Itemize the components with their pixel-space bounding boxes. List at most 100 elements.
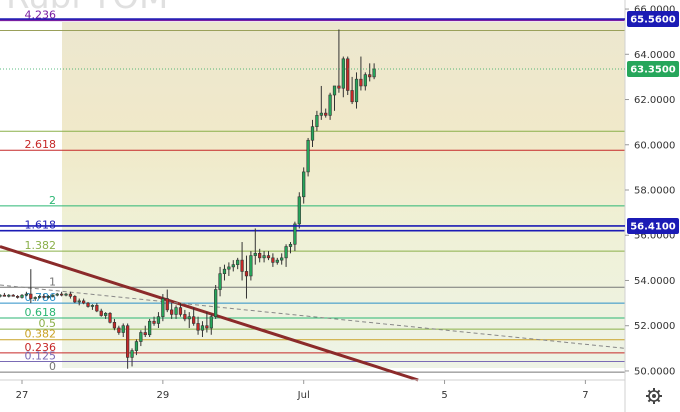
watermark: Rubl TOM — [6, 0, 168, 17]
candle — [227, 262, 231, 276]
candle-body — [231, 264, 235, 268]
candle-body — [271, 257, 275, 263]
candle-body — [297, 196, 301, 225]
candle — [222, 264, 227, 281]
price-badge — [627, 217, 679, 234]
candle — [73, 295, 77, 304]
candle-body — [33, 297, 37, 299]
candle-body — [174, 307, 178, 315]
candle-body — [302, 171, 306, 198]
candle — [288, 242, 293, 254]
candle — [332, 85, 337, 111]
candle-body — [354, 78, 359, 103]
candle-body — [205, 325, 209, 329]
candle-body — [319, 112, 323, 116]
candle — [130, 348, 134, 367]
candle-body — [236, 259, 240, 265]
candle — [99, 308, 103, 317]
candle — [178, 303, 183, 317]
candle — [297, 192, 301, 229]
candle — [187, 312, 191, 328]
candle — [372, 63, 376, 80]
candle — [46, 295, 51, 299]
candle — [7, 294, 11, 298]
candle-body — [46, 296, 51, 298]
candle — [262, 251, 266, 263]
candle — [170, 303, 174, 319]
candle-body — [363, 74, 367, 87]
candle-body — [262, 255, 266, 259]
candle-body — [90, 305, 95, 307]
candle — [0, 294, 2, 298]
candle-body — [99, 310, 103, 316]
time-tick-label: 7 — [582, 390, 588, 401]
price-tick-label: 58.0000 — [634, 186, 675, 197]
candle-body — [51, 294, 55, 297]
candle — [82, 298, 86, 305]
candle-body — [104, 312, 108, 316]
candle-body — [288, 243, 293, 247]
candle-body — [266, 255, 271, 259]
candle-body — [152, 320, 156, 324]
candle-body — [59, 293, 64, 296]
candle-body — [121, 325, 125, 333]
candle-body — [227, 266, 231, 270]
candle-body — [0, 294, 2, 297]
candle — [51, 294, 55, 298]
candle — [77, 298, 81, 306]
candle — [126, 323, 130, 369]
fib-levels: 4.2362.61821.6181.38210.7860.6180.50.382… — [0, 8, 625, 373]
fib-level-label: 1 — [49, 275, 56, 288]
candle — [346, 56, 350, 95]
candle-body — [82, 300, 86, 304]
candle-body — [143, 332, 147, 336]
candle — [354, 72, 359, 109]
settings-gear-icon[interactable] — [646, 388, 662, 404]
candle-body — [108, 312, 112, 323]
candle — [165, 289, 169, 313]
fib-level-label: 2 — [49, 194, 56, 207]
candle-body — [161, 298, 165, 317]
price-badge-label: 63.3500 — [630, 64, 676, 75]
price-tick-label: 64.0000 — [634, 50, 675, 61]
candle-body — [130, 350, 134, 358]
candle — [183, 309, 187, 322]
candle — [121, 323, 125, 338]
time-tick-label: 27 — [16, 390, 29, 401]
candle-body — [350, 90, 354, 103]
candle — [112, 318, 117, 331]
candle — [104, 312, 108, 319]
candle — [284, 244, 288, 267]
candle-body — [187, 316, 191, 320]
price-badge — [627, 11, 679, 27]
candle-body — [328, 94, 332, 116]
candle — [42, 294, 46, 299]
fib-level-label: 0.5 — [39, 317, 57, 330]
candle — [196, 316, 200, 335]
candle — [359, 56, 363, 91]
price-axis[interactable]: 66.0000 64.0000 62.0000 60.0000 58.0000 56.00… — [625, 5, 675, 378]
time-axis[interactable]: 27 29 Jul 5 7 — [16, 380, 589, 401]
time-tick-label: 5 — [441, 390, 447, 401]
candle-body — [324, 112, 328, 116]
candle — [2, 292, 7, 297]
candle-body — [196, 323, 200, 331]
candle-body — [310, 126, 315, 141]
candle — [350, 76, 354, 105]
price-badge-label: 56.4100 — [630, 221, 676, 232]
candle-body — [68, 293, 73, 297]
time-tick-label: 29 — [156, 390, 169, 401]
candle — [117, 325, 121, 335]
candle-body — [244, 271, 249, 277]
candle-body — [178, 307, 183, 315]
candle — [90, 304, 95, 310]
candle-body — [24, 293, 29, 296]
candle — [68, 291, 73, 299]
candle — [205, 312, 209, 333]
candle — [108, 312, 112, 324]
candle-body — [200, 325, 205, 331]
candle-body — [15, 296, 20, 298]
trend-lines[interactable] — [0, 245, 626, 382]
candle — [341, 56, 345, 98]
